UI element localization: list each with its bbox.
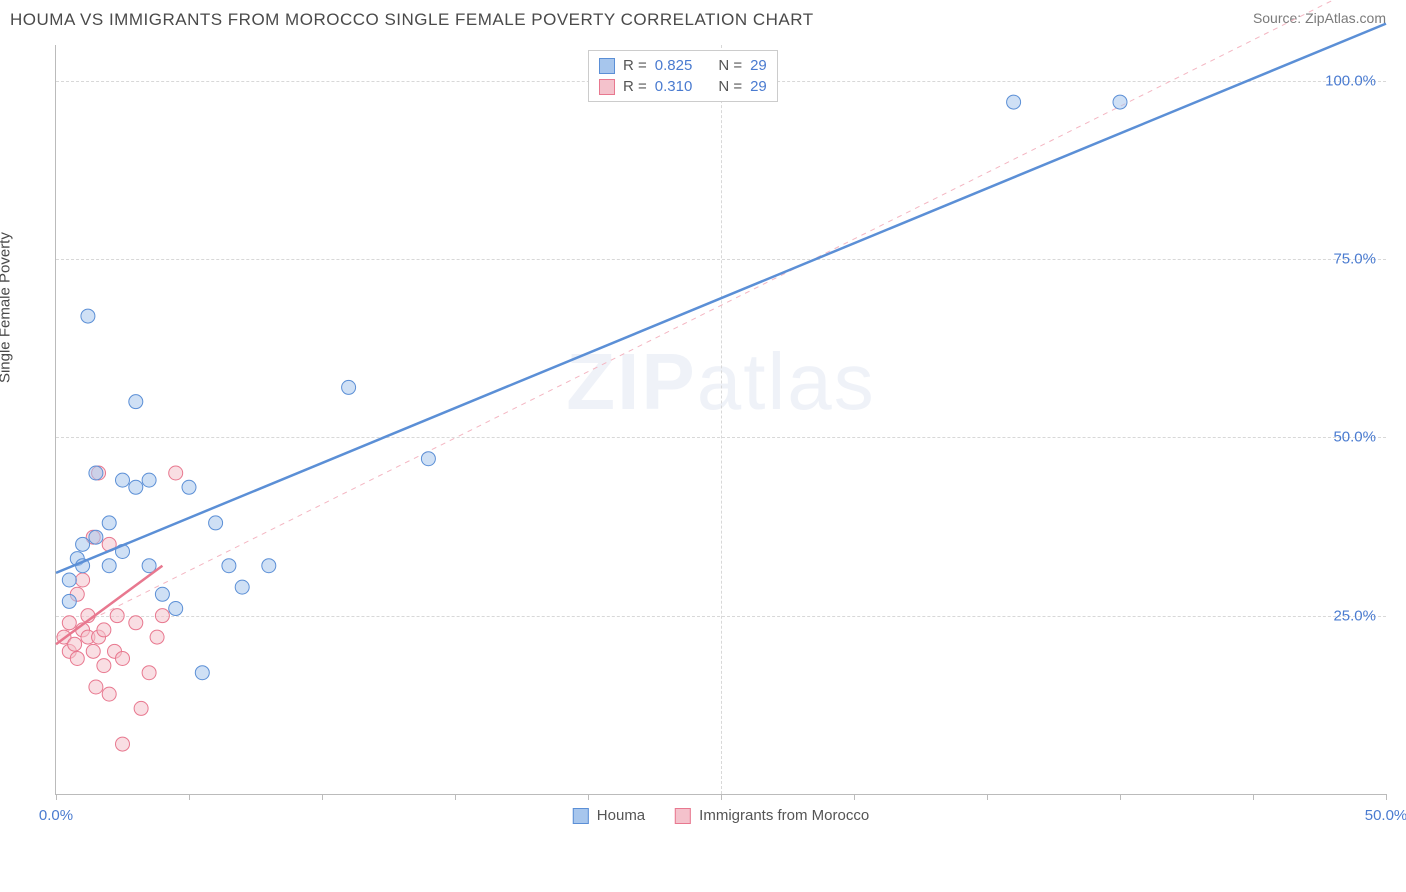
legend-series: Houma Immigrants from Morocco [573,807,869,824]
r-label: R = [623,57,647,74]
n-label: N = [718,78,742,95]
legend-correlation: R = 0.825 N = 29 R = 0.310 N = 29 [588,50,778,102]
swatch-morocco [675,808,691,824]
legend-label-houma: Houma [597,807,645,824]
legend-row-morocco: R = 0.310 N = 29 [599,76,767,97]
y-axis-label: Single Female Poverty [0,232,14,383]
x-tick-label: 50.0% [1365,807,1406,824]
source-attribution: Source: ZipAtlas.com [1253,10,1386,26]
n-label: N = [718,57,742,74]
n-value-morocco: 29 [750,78,767,95]
r-label: R = [623,78,647,95]
legend-item-morocco: Immigrants from Morocco [675,807,869,824]
y-tick-label: 50.0% [1333,429,1376,446]
n-value-houma: 29 [750,57,767,74]
swatch-houma [599,58,615,74]
legend-row-houma: R = 0.825 N = 29 [599,55,767,76]
x-tick-label: 0.0% [39,807,73,824]
legend-label-morocco: Immigrants from Morocco [699,807,869,824]
y-tick-label: 25.0% [1333,607,1376,624]
r-value-morocco: 0.310 [655,78,693,95]
swatch-morocco [599,79,615,95]
y-tick-label: 75.0% [1333,251,1376,268]
swatch-houma [573,808,589,824]
chart-title: HOUMA VS IMMIGRANTS FROM MOROCCO SINGLE … [10,10,814,30]
scatter-plot-svg [56,45,1386,794]
r-value-houma: 0.825 [655,57,693,74]
y-tick-label: 100.0% [1325,72,1376,89]
chart-container: Single Female Poverty ZIPatlas R = 0.825… [10,45,1386,855]
plot-area: ZIPatlas R = 0.825 N = 29 R = 0.310 N = … [55,45,1386,795]
legend-item-houma: Houma [573,807,645,824]
